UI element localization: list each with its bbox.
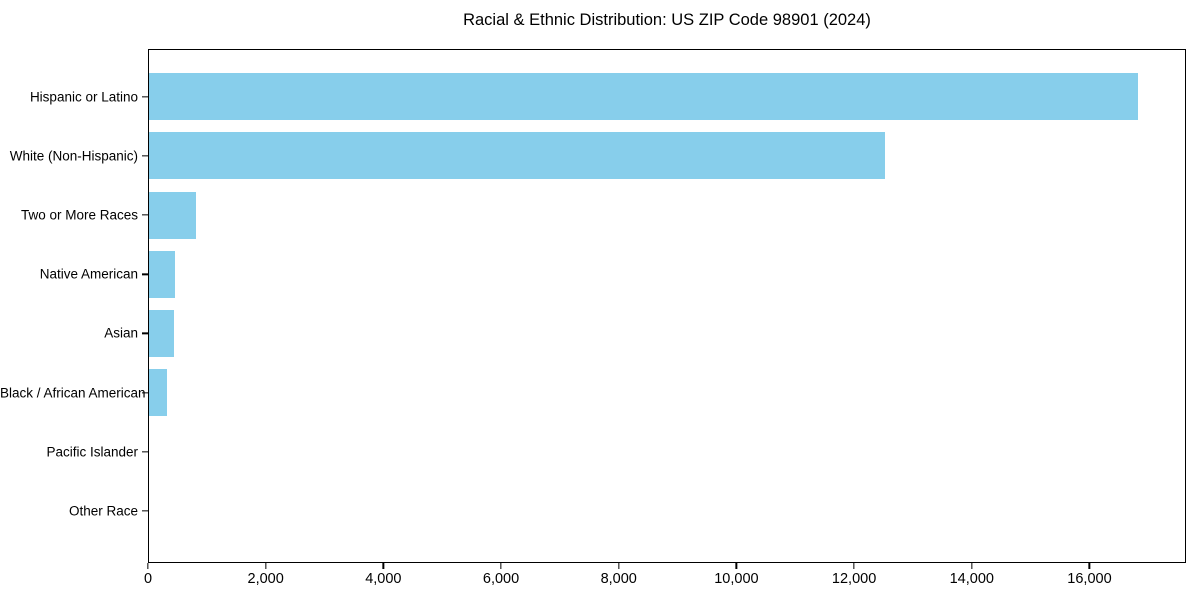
x-tick-mark: [265, 563, 267, 569]
y-tick-mark: [142, 391, 148, 394]
x-tick-mark: [500, 563, 502, 569]
x-tick-label: 14,000: [949, 571, 994, 587]
y-tick-mark: [142, 214, 148, 216]
x-tick-label: 2,000: [247, 571, 284, 587]
x-tick-label: 10,000: [714, 571, 759, 587]
x-tick-mark: [1088, 563, 1091, 569]
y-tick-label: Native American: [39, 266, 138, 282]
y-tick-mark: [142, 510, 148, 512]
y-tick-label: Pacific Islander: [46, 444, 138, 460]
x-tick-label: 0: [143, 571, 153, 587]
y-tick-mark: [142, 155, 148, 157]
x-tick-mark: [147, 563, 149, 569]
x-tick-mark: [618, 563, 620, 569]
y-tick-label: Hispanic or Latino: [29, 89, 138, 105]
y-tick-mark: [142, 451, 148, 453]
x-tick-mark: [853, 563, 855, 569]
chart-title: Racial & Ethnic Distribution: US ZIP Cod…: [463, 11, 871, 29]
plot-area: [148, 49, 1186, 563]
y-tick-label: Other Race: [68, 503, 138, 519]
y-tick-label: Black / African American: [0, 385, 146, 401]
x-tick-mark: [735, 563, 738, 569]
x-tick-label: 8,000: [600, 571, 637, 587]
bar-two-or-more-races: [149, 191, 197, 239]
x-tick-mark: [382, 563, 385, 569]
x-tick-label: 16,000: [1067, 571, 1112, 587]
bar-white-non-hispanic-: [149, 132, 885, 180]
x-tick-label: 12,000: [831, 571, 877, 587]
x-tick-label: 6,000: [482, 571, 520, 587]
x-tick-mark: [971, 563, 973, 569]
y-tick-label: White (Non-Hispanic): [9, 148, 138, 164]
bar-black-african-american: [149, 369, 168, 417]
x-tick-label: 4,000: [365, 571, 402, 587]
y-tick-mark: [142, 332, 148, 335]
y-tick-mark: [142, 96, 148, 98]
bar-asian: [149, 309, 174, 357]
y-tick-label: Two or More Races: [20, 207, 138, 223]
bar-native-american: [149, 250, 176, 298]
bar-hispanic-or-latino: [149, 73, 1138, 121]
y-tick-label: Asian: [104, 325, 138, 341]
y-tick-mark: [142, 273, 148, 275]
